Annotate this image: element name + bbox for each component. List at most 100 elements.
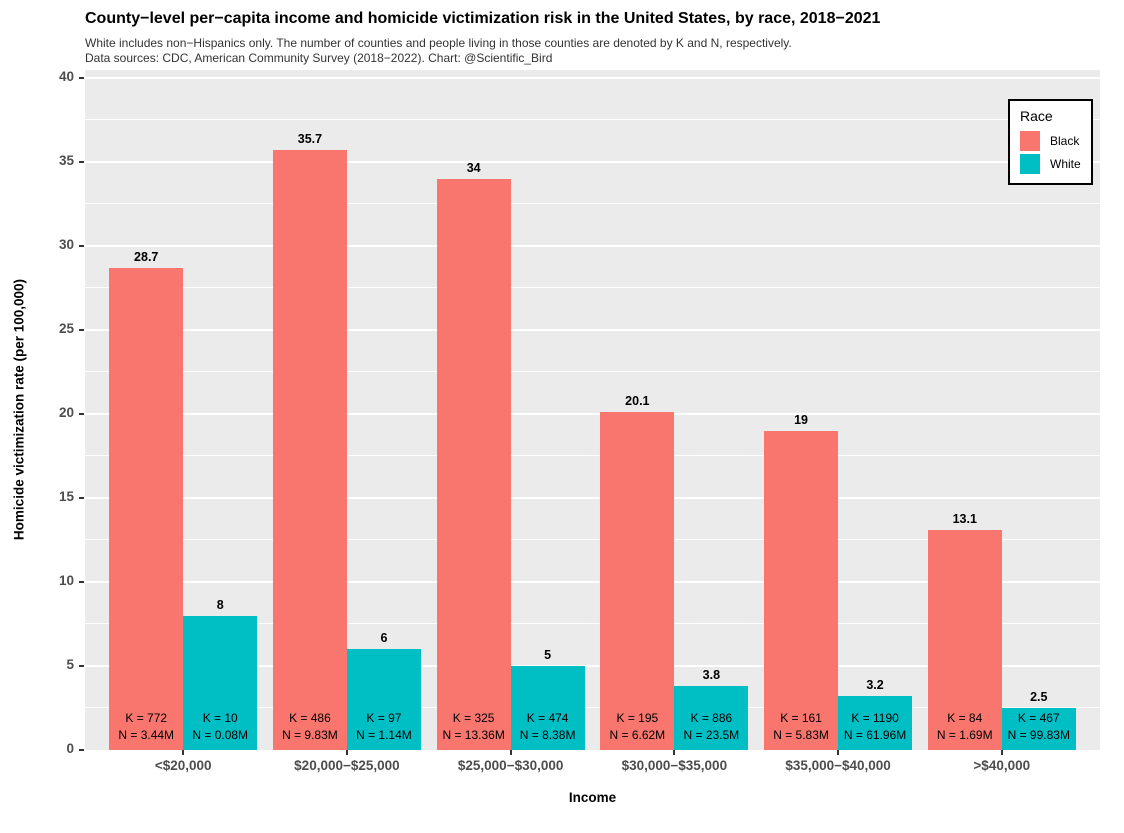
bar-kn-label: K = 467 N = 99.83M [1002,710,1076,744]
x-tick-label: >$40,000 [973,758,1031,773]
y-tick-label: 35 [58,153,74,168]
x-tick-label: $25,000−$30,000 [457,758,564,773]
legend-item-black: Black [1020,131,1081,151]
x-axis-title: Income [568,790,617,805]
x-tick-mark [345,750,348,755]
bar-kn-label: K = 474 N = 8.38M [511,710,585,744]
n-count-label: N = 5.83M [773,728,829,742]
bar-white [183,615,258,750]
major-gridline [85,581,1100,583]
bar-kn-label: K = 10 N = 0.08M [183,710,257,744]
bar-value-label: 3.2 [866,678,884,693]
y-tick-label: 40 [58,69,74,84]
bar-value-label: 20.1 [625,394,650,409]
y-tick-label: 30 [58,237,74,252]
minor-gridline [85,623,1100,624]
x-tick-mark [673,750,676,755]
legend-label-white: White [1050,157,1081,171]
bar-black [927,529,1002,750]
plot-area: 28.7 K = 772 N = 3.44M 8 K = 10 N = 0.08M 35.7… [85,70,1100,750]
y-tick-mark [79,581,84,583]
bar-value-label: 6 [380,631,388,646]
x-tick-label: $35,000−$40,000 [785,758,891,773]
bar-white [510,666,585,750]
bar-white [838,696,913,750]
x-tick-mark [182,750,185,755]
bar-kn-label: K = 161 N = 5.83M [764,710,838,744]
y-tick-mark [79,497,84,499]
bar-kn-label: K = 195 N = 6.62M [600,710,674,744]
n-count-label: N = 0.08M [192,728,249,742]
bar-value-label: 8 [216,597,224,612]
bar-black [272,150,347,750]
bar-group: 34 K = 325 N = 13.36M 5 K = 474 N = 8.38M [436,70,585,750]
x-tick-mark [509,750,512,755]
bar-value-label: 28.7 [134,249,159,264]
k-count-label: K = 486 [289,711,331,725]
y-tick-label: 0 [66,741,74,756]
bar-group: 35.7 K = 486 N = 9.83M 6 K = 97 N = 1.14M [272,70,421,750]
y-tick-mark [79,749,84,751]
legend-swatch-black-icon [1020,131,1040,151]
major-gridline [85,161,1100,163]
legend-label-black: Black [1050,134,1080,148]
bar-white [346,649,421,750]
chart-title: County−level per−capita income and homic… [85,10,881,27]
minor-gridline [85,119,1100,120]
y-tick-label: 10 [58,573,74,588]
n-count-label: N = 6.62M [609,728,666,742]
y-tick-mark [79,413,84,415]
legend: Race Black White [1008,99,1093,185]
x-tick-mark [1000,750,1003,755]
minor-gridline [85,371,1100,372]
k-count-label: K = 886 [690,711,733,725]
bar-value-label: 35.7 [297,132,323,147]
n-count-label: N = 13.36M [442,728,505,742]
n-count-label: N = 23.5M [683,728,740,742]
bar-group: 19 K = 161 N = 5.83M 3.2 K = 1190 N = 61.96M [764,70,913,750]
bar-kn-label: K = 886 N = 23.5M [674,710,748,744]
bar-kn-label: K = 1190 N = 61.96M [838,710,912,744]
n-count-label: N = 61.96M [843,728,907,742]
y-tick-mark [79,161,84,163]
bar-kn-label: K = 97 N = 1.14M [347,710,421,744]
chart-subtitle-line2: Data sources: CDC, American Community Su… [85,51,553,65]
y-tick-mark [79,77,84,79]
y-tick-label: 25 [58,321,74,336]
bar-black [436,178,511,750]
bar-black [109,267,184,750]
minor-gridline [85,203,1100,204]
minor-gridline [85,287,1100,288]
n-count-label: N = 99.83M [1007,728,1070,742]
y-tick-label: 5 [66,657,74,672]
k-count-label: K = 772 [125,711,168,725]
n-count-label: N = 1.14M [356,728,412,742]
bar-value-label: 3.8 [702,668,721,683]
bar-group: 13.1 K = 84 N = 1.69M 2.5 K = 467 N = 99.83M [927,70,1076,750]
x-tick-label: $30,000−$35,000 [621,758,728,773]
legend-title: Race [1020,108,1053,124]
major-gridline [85,665,1100,667]
n-count-label: N = 8.38M [519,728,576,742]
k-count-label: K = 467 [1017,711,1060,725]
bar-white [1001,708,1076,750]
bar-kn-label: K = 325 N = 13.36M [437,710,511,744]
k-count-label: K = 1190 [851,711,899,725]
k-count-label: K = 161 [780,711,822,725]
minor-gridline [85,539,1100,540]
legend-item-white: White [1020,154,1081,174]
major-gridline [85,245,1100,247]
bar-black [764,430,839,750]
k-count-label: K = 10 [202,711,238,725]
y-tick-label: 15 [58,489,74,504]
bar-white [674,686,749,750]
bar-group: 20.1 K = 195 N = 6.62M 3.8 K = 886 N = 23.5M [600,70,749,750]
minor-gridline [85,707,1100,708]
n-count-label: N = 1.69M [936,728,993,742]
bar-kn-label: K = 772 N = 3.44M [109,710,183,744]
bar-value-label: 5 [544,648,552,662]
k-count-label: K = 195 [616,711,659,725]
k-count-label: K = 474 [526,711,569,725]
y-tick-mark [79,329,84,331]
legend-swatch-white-icon [1020,154,1040,174]
